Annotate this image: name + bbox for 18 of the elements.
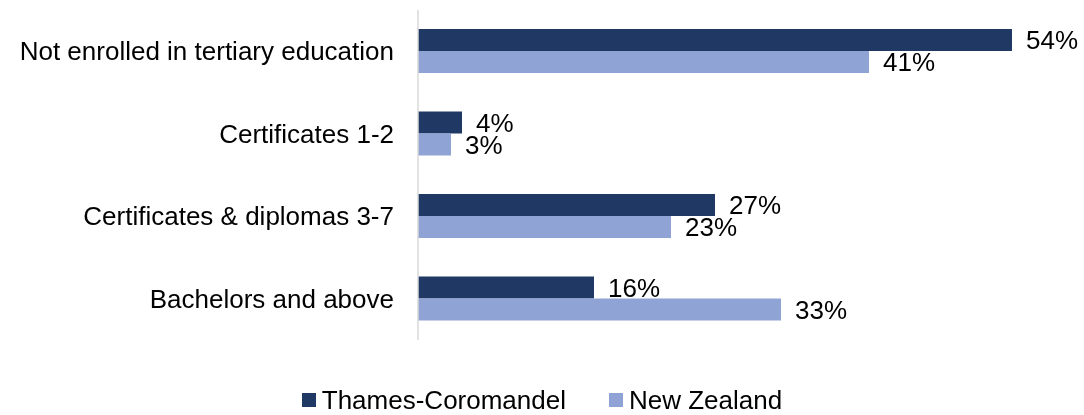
bar [418, 133, 451, 156]
y-tick-label: Not enrolled in tertiary education [19, 36, 394, 67]
bar [418, 50, 869, 73]
data-label: 41% [883, 47, 936, 78]
bar [418, 28, 1012, 51]
data-label: 33% [795, 294, 848, 325]
data-label: 16% [608, 272, 661, 303]
bar [418, 193, 715, 216]
data-label: 54% [1026, 25, 1079, 56]
bar [418, 215, 671, 238]
bar [418, 276, 594, 299]
legend-label: New Zealand [629, 385, 783, 415]
y-tick-label: Certificates 1-2 [219, 118, 394, 149]
bar [418, 111, 462, 134]
y-tick-label: Bachelors and above [149, 283, 394, 314]
y-tick-label: Certificates & diplomas 3-7 [83, 201, 394, 232]
bar [418, 298, 781, 321]
legend-label: Thames-Coromandel [321, 385, 566, 415]
